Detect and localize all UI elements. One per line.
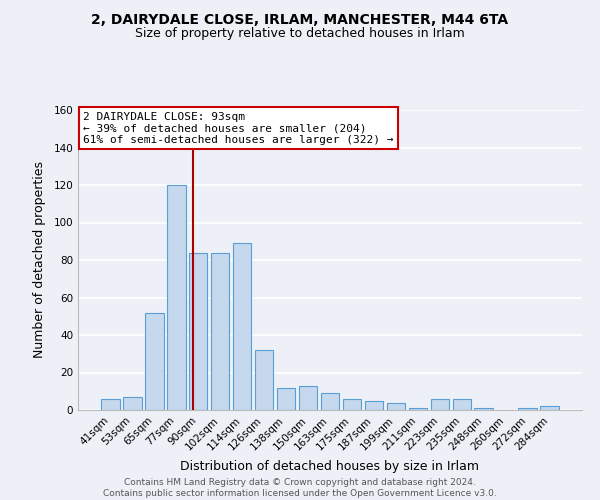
Text: Contains HM Land Registry data © Crown copyright and database right 2024.
Contai: Contains HM Land Registry data © Crown c… [103, 478, 497, 498]
Bar [365, 400, 383, 410]
Bar [277, 388, 295, 410]
Bar [101, 399, 119, 410]
Bar [541, 406, 559, 410]
Bar [123, 397, 142, 410]
Bar [518, 408, 537, 410]
Bar [475, 408, 493, 410]
Bar [409, 408, 427, 410]
X-axis label: Distribution of detached houses by size in Irlam: Distribution of detached houses by size … [181, 460, 479, 473]
Y-axis label: Number of detached properties: Number of detached properties [34, 162, 46, 358]
Bar [320, 393, 340, 410]
Text: Size of property relative to detached houses in Irlam: Size of property relative to detached ho… [135, 28, 465, 40]
Bar [167, 185, 185, 410]
Bar [386, 402, 405, 410]
Bar [211, 252, 229, 410]
Bar [452, 399, 471, 410]
Bar [343, 399, 361, 410]
Bar [255, 350, 274, 410]
Bar [431, 399, 449, 410]
Bar [233, 243, 251, 410]
Text: 2 DAIRYDALE CLOSE: 93sqm
← 39% of detached houses are smaller (204)
61% of semi-: 2 DAIRYDALE CLOSE: 93sqm ← 39% of detach… [83, 112, 394, 144]
Text: 2, DAIRYDALE CLOSE, IRLAM, MANCHESTER, M44 6TA: 2, DAIRYDALE CLOSE, IRLAM, MANCHESTER, M… [91, 12, 509, 26]
Bar [189, 252, 208, 410]
Bar [145, 312, 164, 410]
Bar [299, 386, 317, 410]
